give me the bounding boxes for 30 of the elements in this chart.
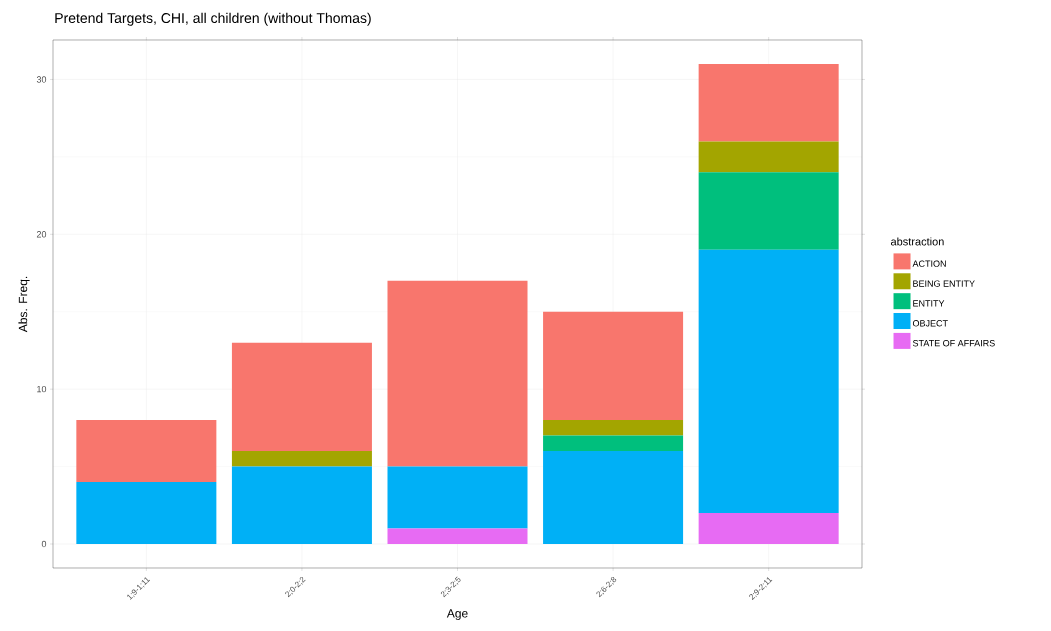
y-axis-title: Abs. Freq. — [18, 276, 30, 333]
bar — [231, 451, 372, 467]
bar — [543, 451, 684, 544]
legend-label: ENTITY — [913, 300, 945, 307]
y-tick-label: 10 — [37, 385, 47, 393]
bar — [543, 311, 684, 421]
bar — [387, 528, 528, 544]
legend-title: abstraction — [891, 237, 944, 246]
bar — [543, 435, 684, 452]
y-tick-label: 0 — [41, 540, 47, 548]
bar — [543, 420, 684, 436]
x-axis-title: Age — [446, 609, 468, 620]
legend-label: OBJECT — [912, 320, 948, 327]
bar — [698, 63, 839, 142]
legend-label: STATE OF AFFAIRS — [912, 340, 995, 347]
legend-label: BEING ENTITY — [913, 280, 975, 287]
y-tick-label: 30 — [36, 76, 47, 83]
bar — [387, 280, 528, 467]
bar — [76, 420, 217, 483]
bar — [698, 172, 839, 250]
bar — [698, 141, 839, 173]
legend-label: ACTION — [912, 260, 946, 267]
chart-title: Pretend Targets, CHI, all children (without Thomas) — [55, 12, 371, 26]
bar — [76, 482, 217, 544]
bar — [387, 466, 528, 529]
bar — [698, 513, 839, 544]
bar — [231, 342, 372, 452]
bar — [231, 466, 372, 544]
y-tick-label: 20 — [36, 231, 47, 238]
bar — [698, 249, 839, 514]
